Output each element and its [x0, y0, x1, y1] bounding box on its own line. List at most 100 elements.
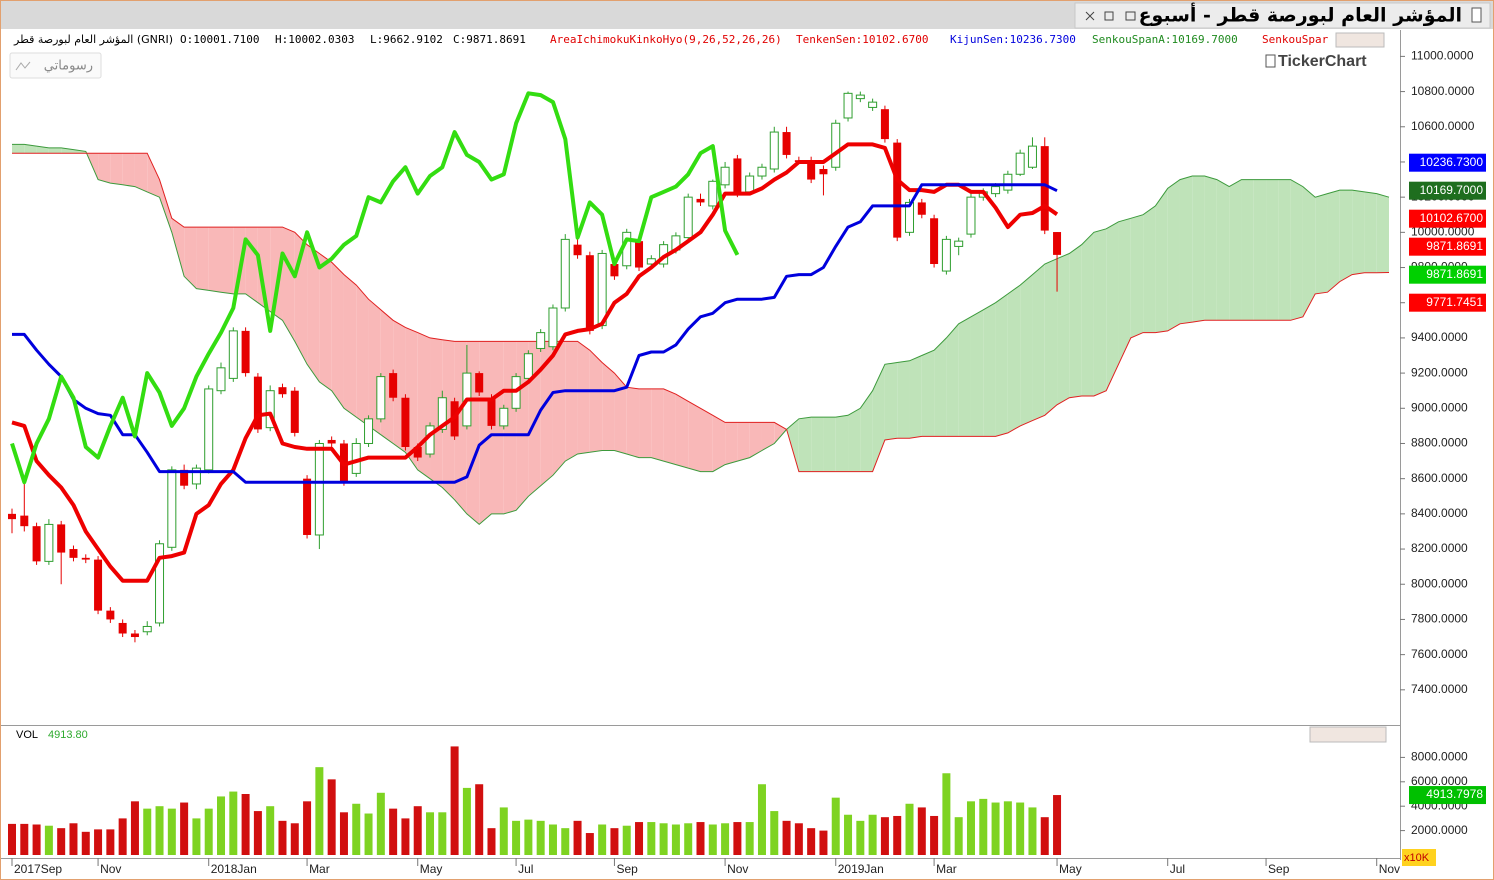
cloud-segment	[737, 422, 750, 462]
cloud-segment	[270, 227, 283, 321]
candle-body	[782, 132, 791, 155]
volume-bar	[917, 807, 926, 855]
title-icon[interactable]	[1471, 7, 1482, 23]
candle-body	[855, 94, 865, 100]
unit-box	[1402, 849, 1436, 866]
candle-body	[81, 557, 90, 560]
drawings-button[interactable]	[9, 52, 102, 79]
volume-bar	[671, 824, 680, 855]
volume-bar	[94, 829, 103, 855]
volume-panel-controls[interactable]	[1309, 726, 1387, 743]
candle-body	[303, 478, 312, 535]
cloud-segment	[995, 293, 1008, 437]
candle-body	[142, 625, 152, 633]
volume-bar	[573, 820, 582, 855]
cloud-segment	[233, 227, 246, 294]
candle-body	[941, 238, 951, 272]
cloud-segment	[343, 274, 357, 418]
candle-body	[536, 332, 546, 349]
volume-bar	[954, 817, 963, 855]
cloud-segment	[1032, 264, 1045, 421]
cloud-segment	[663, 388, 676, 465]
volume-bar	[278, 820, 287, 855]
detach-icon[interactable]	[1125, 11, 1136, 21]
cloud-segment	[1081, 232, 1094, 396]
candle-body	[610, 264, 619, 277]
volume-bar	[819, 830, 828, 855]
cloud-segment	[970, 309, 984, 437]
ohlc-label: H:10002.0303	[275, 33, 354, 46]
volume-bar	[991, 802, 1000, 855]
volume-bar	[930, 815, 939, 855]
cloud-segment	[1352, 190, 1365, 275]
indicator-line	[11, 142, 1059, 583]
candle-body	[930, 218, 939, 265]
x-tick-label: 2017Sep	[14, 862, 62, 876]
cloud-segment	[1302, 186, 1316, 317]
candle-body	[708, 180, 718, 207]
close-icon[interactable]	[1085, 11, 1095, 21]
cloud-segment	[24, 144, 37, 154]
volume-bar	[782, 820, 791, 855]
volume-last: 4913.80	[48, 729, 88, 741]
volume-last-label: 4913.7978	[1426, 787, 1483, 801]
volume-bar	[770, 811, 779, 855]
candle-body	[696, 198, 705, 203]
instrument-info: المؤشر العام لبورصة قطر (GNRI)	[13, 33, 173, 46]
cloud-segment	[725, 422, 738, 465]
candle-body	[868, 101, 878, 108]
candle-body	[1015, 152, 1025, 175]
cloud-segment	[12, 144, 25, 154]
panel-controls[interactable]	[1309, 32, 1387, 743]
price-panel-controls[interactable]	[1335, 32, 1385, 48]
x-tick-label: Sep	[616, 862, 638, 876]
last-value-box	[1409, 209, 1486, 228]
volume-bar	[733, 822, 742, 855]
y-tick-label: 9000.0000	[1411, 400, 1468, 414]
cloud-segment	[1044, 258, 1058, 416]
volume-bar	[290, 823, 299, 855]
restore-icon[interactable]	[1104, 11, 1114, 21]
cloud-segment	[577, 341, 590, 455]
cloud-segment	[245, 227, 258, 303]
y-tick-label: 8200.0000	[1411, 541, 1468, 555]
candle-body	[364, 418, 374, 444]
cloud-segment	[712, 415, 726, 472]
y-tick-label: 11000.0000	[1411, 49, 1474, 63]
candle-body	[991, 186, 1001, 195]
volume-bar	[315, 767, 324, 855]
cloud-segment	[356, 285, 369, 426]
x-tick-label: 2019Jan	[838, 862, 884, 876]
volume-bar	[905, 803, 914, 855]
volume-bar	[622, 825, 631, 855]
last-value-box	[1409, 265, 1486, 284]
cloud-segment	[921, 350, 935, 437]
candle-body	[241, 330, 250, 374]
drawings-label[interactable]: رسوماتي	[44, 59, 93, 74]
cloud-segment	[1315, 193, 1328, 294]
cloud-segment	[540, 341, 553, 486]
cloud-segment	[1253, 179, 1267, 321]
cloud-segment	[897, 360, 910, 439]
cloud-segment	[884, 362, 898, 440]
candle-body	[880, 109, 889, 140]
cloud-segment	[491, 341, 504, 514]
candle-body	[769, 131, 779, 170]
x-tick-label: Jul	[518, 862, 533, 876]
title-panel	[1074, 2, 1491, 29]
candle-body	[733, 158, 742, 194]
volume-bar	[499, 807, 508, 855]
volume-bar	[57, 828, 66, 855]
x-tick-label: Nov	[727, 862, 748, 876]
cloud-segment	[1093, 228, 1107, 396]
cloud-segment	[1266, 179, 1279, 321]
volume-bar	[635, 822, 644, 855]
window-controls[interactable]	[1085, 11, 1136, 21]
candle-body	[573, 244, 582, 256]
candle-body	[905, 201, 915, 233]
candle-body	[843, 92, 853, 119]
y-tick-label: 7800.0000	[1411, 612, 1468, 626]
volume-bar	[757, 784, 766, 855]
